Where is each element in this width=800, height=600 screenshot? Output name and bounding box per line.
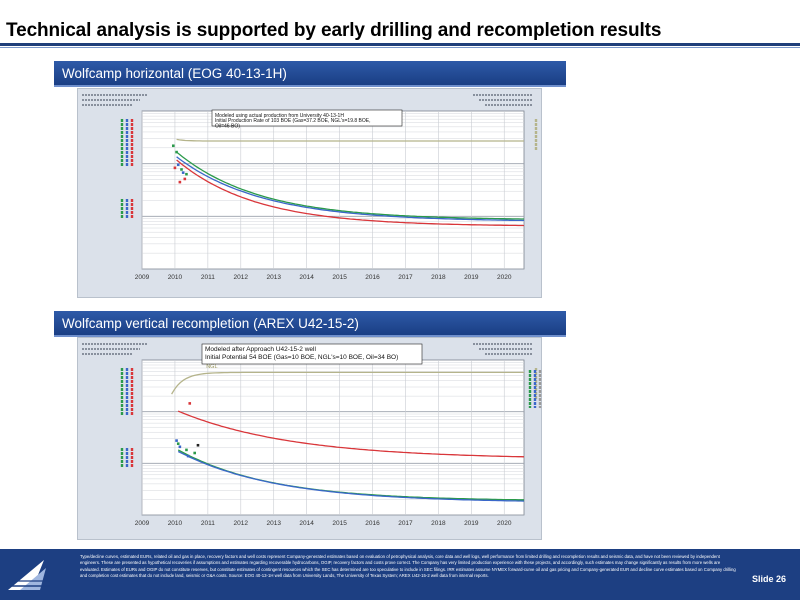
panel-header-vertical: Wolfcamp vertical recompletion (AREX U42… — [54, 311, 566, 337]
series-line — [176, 138, 524, 142]
series-line — [177, 450, 525, 502]
data-point — [176, 163, 180, 167]
plot-area — [141, 110, 525, 270]
x-tick-label: 2018 — [431, 520, 446, 527]
data-point — [178, 180, 182, 184]
x-tick-label: 2020 — [497, 520, 512, 527]
annotation-text: Oil=46 BO) — [215, 123, 240, 129]
annotation-box — [211, 109, 403, 127]
x-tick-label: 2013 — [266, 520, 281, 527]
x-tick-label: 2014 — [299, 274, 314, 281]
data-point — [181, 171, 185, 174]
x-tick-label: 2009 — [135, 274, 150, 281]
footer-disclaimer: Type/decline curves, estimated EURs, rel… — [80, 554, 736, 579]
data-point — [196, 443, 200, 447]
x-tick-label: 2016 — [365, 274, 380, 281]
title-divider-thin — [0, 47, 800, 48]
company-logo-icon — [8, 560, 50, 590]
x-tick-label: 2017 — [398, 520, 413, 527]
data-point — [185, 448, 188, 452]
panel-header-horizontal: Wolfcamp horizontal (EOG 40-13-1H) — [54, 61, 566, 87]
title-divider — [0, 43, 800, 46]
footer-bar — [0, 549, 800, 600]
annotation-text: Modeled after Approach U42-15-2 well — [205, 346, 316, 353]
decline-curve-chart-vertical: 2009 2010 2011 2012 2013 2014 2015 2016 2017 2018… — [77, 337, 542, 540]
x-tick-label: 2016 — [365, 520, 380, 527]
data-point — [173, 166, 177, 170]
data-point — [183, 177, 187, 181]
x-tick-label: 2014 — [299, 520, 314, 527]
x-tick-label: 2010 — [168, 274, 183, 281]
series-line — [177, 410, 525, 458]
data-point — [176, 442, 180, 445]
annotation-box — [201, 343, 423, 365]
series-line — [171, 371, 524, 395]
series-line — [176, 156, 525, 222]
x-tick-label: 2009 — [135, 520, 150, 527]
data-point — [180, 168, 183, 171]
data-point — [185, 172, 188, 176]
data-point — [186, 454, 190, 458]
chart-svg: 2009 2010 2011 2012 2013 2014 2015 2016 2017 2018… — [82, 343, 542, 527]
x-tick-label: 2015 — [332, 520, 347, 527]
x-tick-label: 2019 — [464, 274, 479, 281]
x-tick-label: 2015 — [332, 274, 347, 281]
plot-area — [141, 359, 525, 516]
x-tick-label: 2020 — [497, 274, 512, 281]
x-tick-label: 2018 — [431, 274, 446, 281]
x-tick-label: 2010 — [168, 520, 183, 527]
x-tick-label: 2017 — [398, 274, 413, 281]
x-tick-label: 2011 — [201, 520, 215, 527]
decline-curve-chart-horizontal: 2009 2010 2011 2012 2013 2014 2015 2016 2017 2018… — [77, 88, 542, 298]
chart-svg: 2009 2010 2011 2012 2013 2014 2015 2016 2017 2018… — [82, 94, 538, 281]
data-point — [175, 439, 178, 442]
slide-number: Slide 26 — [752, 574, 787, 584]
annotation-text: Modeled using actual production from Uni… — [215, 113, 344, 119]
series-inline-label: NGL — [206, 364, 217, 370]
series-line — [176, 151, 524, 220]
data-point — [175, 150, 178, 154]
x-tick-label: 2011 — [201, 274, 215, 281]
page-title: Technical analysis is supported by early… — [6, 20, 662, 41]
x-tick-label: 2012 — [234, 274, 249, 281]
annotation-text: Initial Potential 54 BOE (Gas=10 BOE, NG… — [205, 354, 398, 361]
annotation-text: Initial Production Rate of 103 BOE (Gas=… — [215, 118, 370, 124]
x-tick-label: 2019 — [464, 520, 479, 527]
x-tick-label: 2013 — [266, 274, 281, 281]
series-line — [176, 159, 524, 227]
x-tick-label: 2012 — [234, 520, 249, 527]
data-point — [171, 144, 175, 148]
data-point — [178, 445, 182, 449]
data-point — [193, 451, 196, 455]
data-point — [188, 402, 192, 405]
